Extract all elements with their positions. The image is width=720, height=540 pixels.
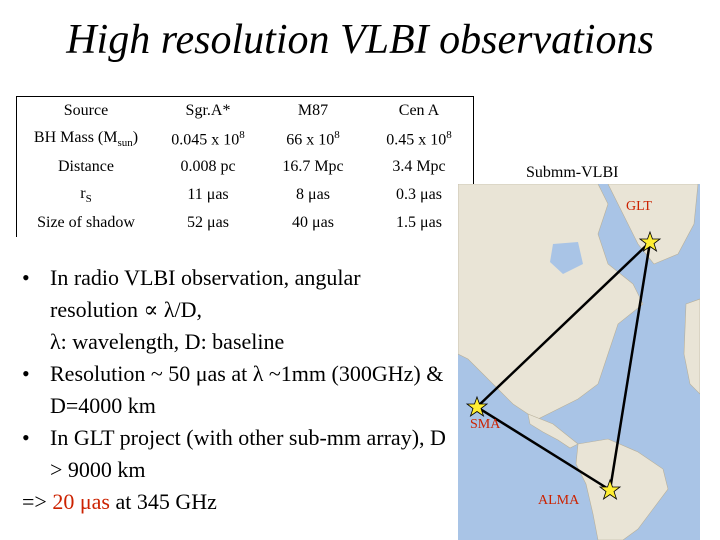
- bullet-item: • In GLT project (with other sub-mm array…: [22, 422, 452, 486]
- table-row: Source Sgr.A* M87 Cen A: [16, 96, 474, 125]
- cell-sgra-shadow: 52 μas: [187, 214, 229, 231]
- bullet-marker: •: [22, 425, 30, 450]
- map-caption: Submm-VLBI: [526, 164, 619, 181]
- cell-m87-shadow: 40 μas: [292, 214, 334, 231]
- row-label-rs: rS: [16, 181, 155, 209]
- south-america-landmass: [575, 438, 669, 540]
- cell-sgra-distance: 0.008 pc: [180, 158, 236, 175]
- cell-sgra-mass: 0.045 x 108: [171, 128, 245, 149]
- glt-label: GLT: [626, 199, 652, 214]
- cell-cena-mass: 0.45 x 108: [365, 125, 474, 153]
- observation-table: Source Sgr.A* M87 Cen A BH Mass (Msun) 0…: [16, 96, 474, 237]
- north-america-landmass: [458, 184, 644, 420]
- row-label-bh-mass: BH Mass (Msun): [16, 125, 155, 153]
- conclusion-line: => 20 μas at 345 GHz: [22, 489, 217, 514]
- table-row: rS 11 μas 8 μas 0.3 μas: [16, 181, 474, 209]
- cell-cena-rs: 0.3 μas: [365, 181, 474, 209]
- cell-m87-distance: 16.7 Mpc: [282, 158, 344, 175]
- row-label-distance: Distance: [16, 153, 155, 181]
- alma-star-icon: [598, 478, 622, 501]
- cell-m87-mass: 66 x 108: [286, 128, 340, 149]
- alma-label: ALMA: [538, 493, 580, 508]
- cell-m87-source: M87: [261, 96, 365, 125]
- row-label-shadow: Size of shadow: [16, 209, 155, 237]
- americas-map-graphic: GLT SMA ALMA: [458, 184, 700, 540]
- world-map: GLT SMA ALMA: [458, 184, 700, 540]
- central-america-landmass: [527, 413, 579, 449]
- europe-landmass: [683, 298, 700, 395]
- sma-star-icon: [465, 395, 489, 418]
- bullet-item: • In radio VLBI observation, angular reso…: [22, 262, 452, 358]
- cell-sgra-rs: 11 μas: [187, 186, 229, 203]
- cell-m87-rs: 8 μas: [296, 186, 330, 203]
- slide-title: High resolution VLBI observations: [66, 17, 654, 63]
- highlight-value: 20 μas: [52, 489, 110, 514]
- table-row: Size of shadow 52 μas 40 μas 1.5 μas: [16, 209, 474, 237]
- glt-star-icon: [638, 230, 662, 253]
- bullet-marker: •: [22, 265, 30, 290]
- bullet-marker: •: [22, 361, 30, 386]
- cell-cena-distance: 3.4 Mpc: [365, 153, 474, 181]
- table-row: Distance 0.008 pc 16.7 Mpc 3.4 Mpc: [16, 153, 474, 181]
- bullet-list: • In radio VLBI observation, angular reso…: [22, 262, 452, 518]
- sma-label: SMA: [470, 417, 501, 432]
- greenland-landmass: [607, 184, 699, 265]
- row-label-source: Source: [16, 96, 155, 125]
- bullet-item: • Resolution ~ 50 μas at λ ~1mm (300GHz) …: [22, 358, 452, 422]
- cell-sgra-source: Sgr.A*: [155, 96, 261, 125]
- cell-cena-source: Cen A: [365, 96, 474, 125]
- baseline-triangle: [474, 238, 652, 493]
- table-row: BH Mass (Msun) 0.045 x 108 66 x 108 0.45…: [16, 125, 474, 153]
- hudson-bay: [550, 242, 583, 274]
